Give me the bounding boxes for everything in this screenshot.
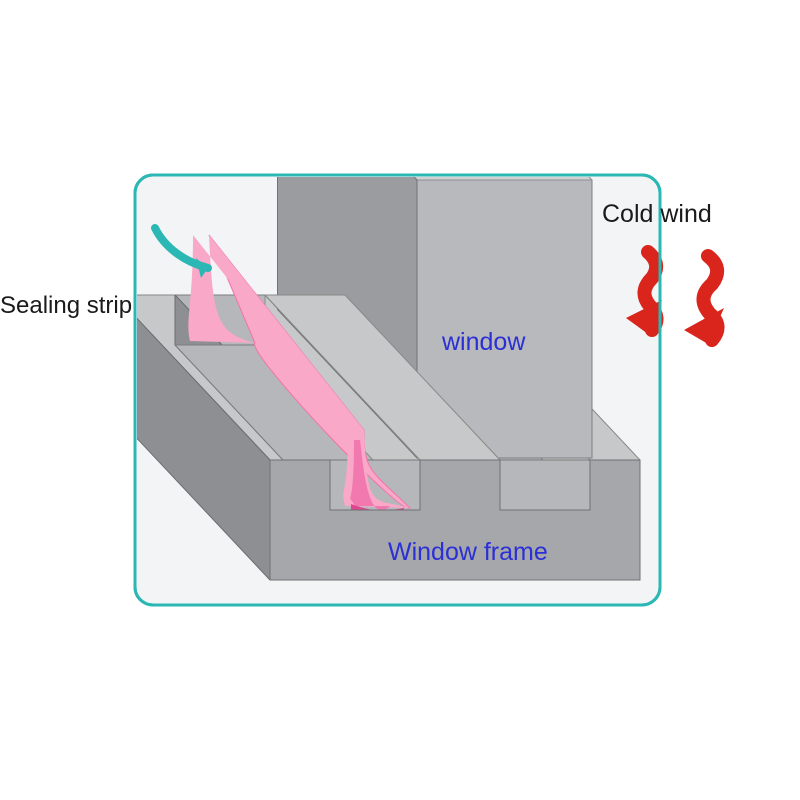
label-window: window <box>442 328 525 357</box>
label-cold-wind: Cold wind <box>602 200 712 229</box>
diagram-stage: Sealing strip Cold wind window Window fr… <box>0 0 800 800</box>
label-sealing-strip: Sealing strip <box>0 292 132 320</box>
label-window-frame: Window frame <box>388 538 548 567</box>
diagram-svg <box>0 0 800 800</box>
